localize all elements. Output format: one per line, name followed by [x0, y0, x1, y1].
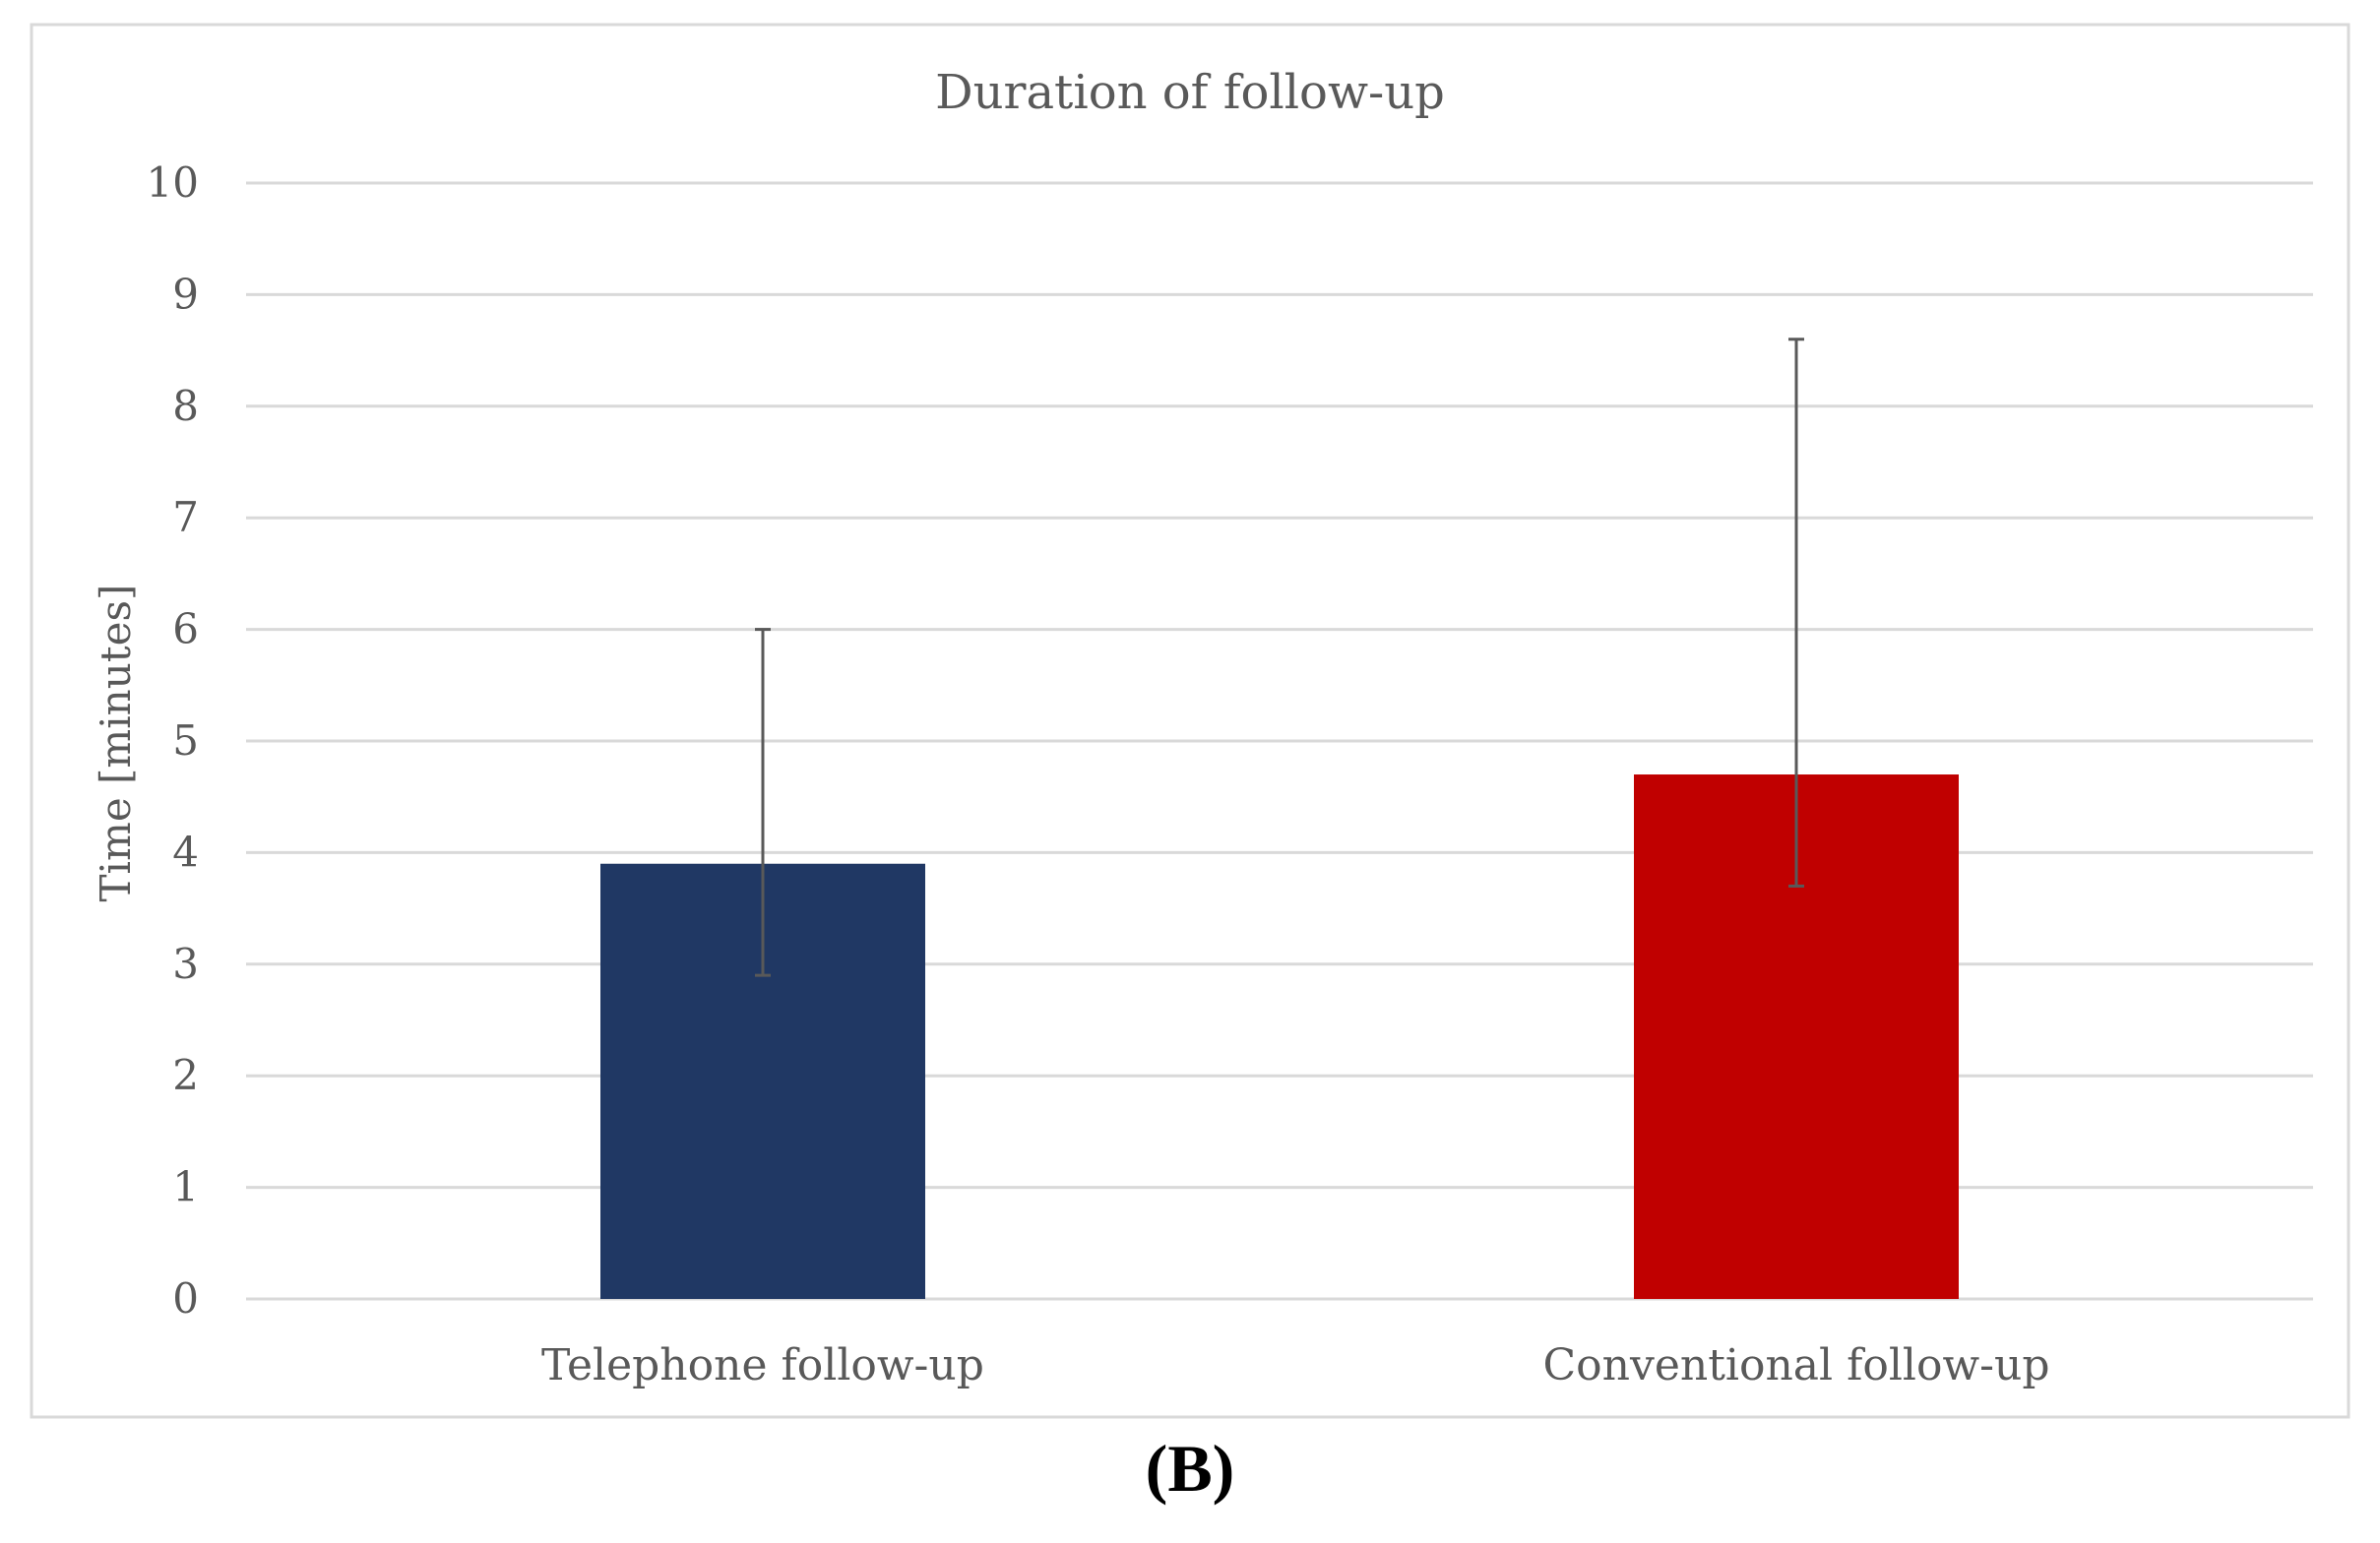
y-tick-label: 8 [172, 382, 199, 430]
y-axis-label: Time [minutes] [92, 585, 140, 902]
x-tick-labels: Telephone follow-up Conventional follow-u… [541, 1340, 2049, 1390]
y-tick-label: 3 [172, 940, 199, 988]
y-tick-label: 5 [172, 716, 199, 765]
y-tick-label: 2 [172, 1051, 199, 1099]
y-tick-labels: 0 1 2 3 4 5 6 7 8 9 10 [147, 158, 199, 1323]
gridlines [246, 181, 2313, 1301]
y-tick-label: 10 [147, 158, 199, 207]
y-tick-label: 6 [172, 605, 199, 653]
y-tick-label: 7 [172, 493, 199, 541]
y-tick-label: 1 [172, 1163, 199, 1211]
y-tick-label: 9 [172, 270, 199, 318]
x-tick-label: Conventional follow-up [1542, 1340, 2049, 1390]
x-tick-label: Telephone follow-up [541, 1340, 984, 1390]
panel-label: (B) [1145, 1431, 1235, 1506]
y-tick-label: 4 [172, 828, 199, 876]
chart-title: Duration of follow-up [935, 65, 1445, 120]
chart-frame [30, 23, 2350, 1419]
error-bars [755, 338, 1804, 977]
y-tick-label: 0 [172, 1274, 199, 1323]
